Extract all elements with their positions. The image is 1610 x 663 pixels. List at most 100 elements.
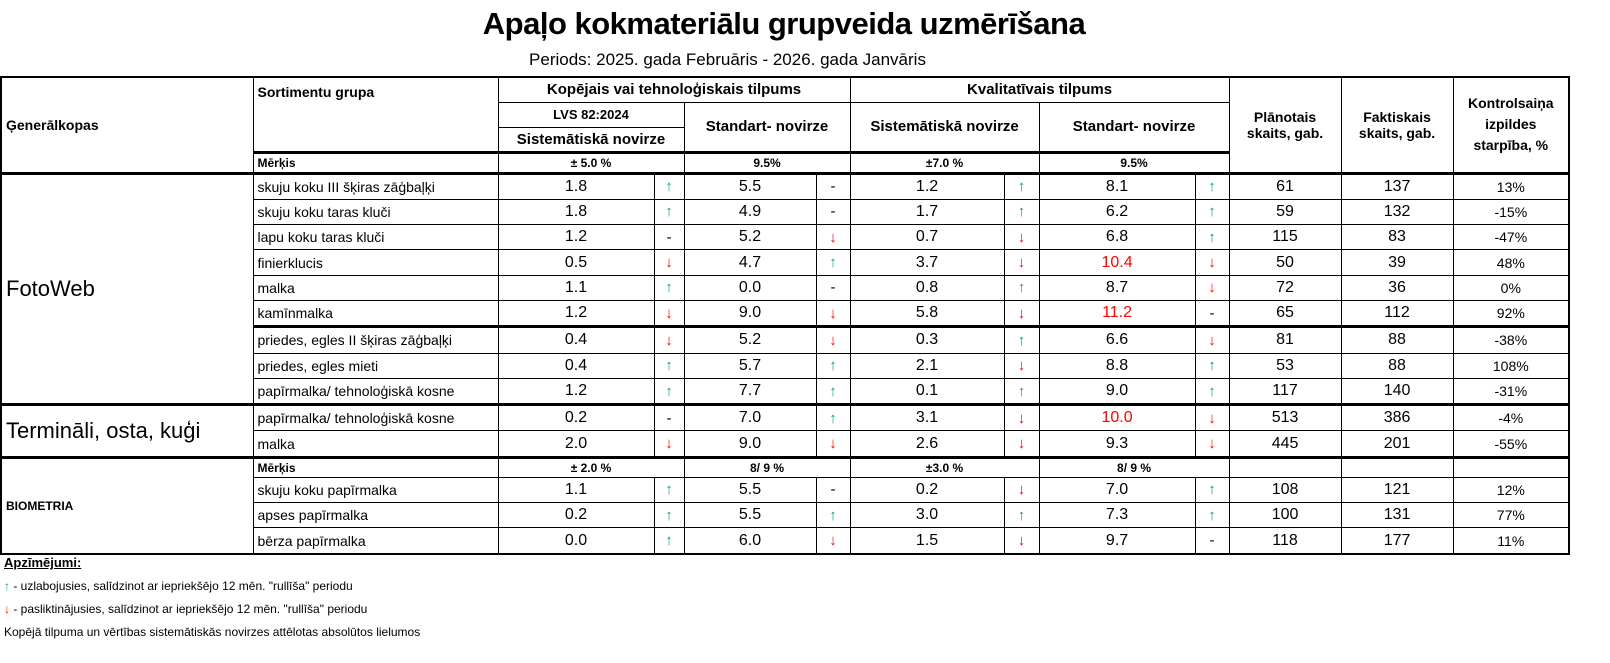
value-cell: 3.0 bbox=[849, 502, 1005, 529]
value-cell: 10.0 bbox=[1038, 403, 1196, 432]
arrow-down-icon: ↓ bbox=[4, 602, 10, 616]
value-cell: 0.2 bbox=[497, 403, 655, 432]
value-cell: 0.5 bbox=[497, 249, 655, 276]
arrow-down-icon: ↓ bbox=[653, 299, 685, 328]
value-cell: 7.7 bbox=[683, 377, 817, 406]
no-change-dash: - bbox=[653, 224, 685, 251]
sortiment-name: priedes, egles II šķiras zāģbaļķi bbox=[252, 325, 499, 354]
arrow-up-icon: ↑ bbox=[653, 377, 685, 406]
goal-label: Mērķis bbox=[252, 150, 499, 174]
header-kontrol: Kontrolsaiņa izpildes starpība, % bbox=[1452, 76, 1571, 174]
actual-count: 201 bbox=[1340, 430, 1454, 458]
page-title: Apaļo kokmateriālu grupveida uzmērīšana bbox=[482, 6, 1086, 41]
arrow-up-icon: ↑ bbox=[1194, 377, 1230, 406]
value-cell: 5.5 bbox=[683, 476, 817, 504]
value-cell: 1.2 bbox=[497, 299, 655, 328]
period-subtitle: Periods: 2025. gada Februāris - 2026. ga… bbox=[529, 50, 926, 69]
arrow-down-icon: ↓ bbox=[1003, 403, 1040, 432]
arrow-down-icon: ↓ bbox=[815, 299, 851, 328]
arrow-down-icon: ↓ bbox=[1194, 274, 1230, 301]
value-cell: 5.7 bbox=[683, 352, 817, 379]
arrow-up-icon: ↑ bbox=[815, 403, 851, 432]
no-change-dash: - bbox=[1194, 527, 1230, 555]
value-cell: 8.8 bbox=[1038, 352, 1196, 379]
value-cell: 7.0 bbox=[683, 403, 817, 432]
value-cell: 0.1 bbox=[849, 377, 1005, 406]
sortiment-name: kamīnmalka bbox=[252, 299, 499, 328]
actual-count: 121 bbox=[1340, 476, 1454, 504]
no-change-dash: - bbox=[815, 476, 851, 504]
legend-up-text: - uzlabojusies, salīdzinot ar iepriekšēj… bbox=[10, 579, 353, 593]
sortiment-name: bērza papīrmalka bbox=[252, 527, 499, 555]
control-difference: -38% bbox=[1452, 325, 1571, 354]
header-kvalitativais-tilpums: Kvalitatīvais tilpums bbox=[849, 76, 1230, 103]
goal-kop-sis: ± 2.0 % bbox=[497, 455, 685, 478]
header-sortimentu-grupa: Sortimentu grupa bbox=[252, 76, 499, 153]
goal-kop-std: 9.5% bbox=[683, 150, 851, 174]
value-cell: 11.2 bbox=[1038, 299, 1196, 328]
value-cell: 1.8 bbox=[497, 198, 655, 226]
arrow-up-icon: ↑ bbox=[815, 249, 851, 276]
actual-count: 112 bbox=[1340, 299, 1454, 328]
arrow-up-icon: ↑ bbox=[815, 352, 851, 379]
header-faktiskais: Faktiskais skaits, gab. bbox=[1340, 76, 1454, 174]
value-cell: 0.0 bbox=[497, 527, 655, 555]
arrow-down-icon: ↓ bbox=[653, 249, 685, 276]
group-name: Termināli, osta, kuģi bbox=[0, 403, 254, 458]
planned-count: 115 bbox=[1228, 224, 1342, 251]
arrow-down-icon: ↓ bbox=[1003, 249, 1040, 276]
no-change-dash: - bbox=[815, 198, 851, 226]
actual-count: 88 bbox=[1340, 352, 1454, 379]
sortiment-name: skuju koku III šķiras zāģbaļķi bbox=[252, 171, 499, 200]
sortiment-name: malka bbox=[252, 430, 499, 458]
measurement-table: Ģenerālkopas Sortimentu grupa Kopējais v… bbox=[0, 76, 1571, 555]
arrow-up-icon: ↑ bbox=[653, 352, 685, 379]
arrow-up-icon: ↑ bbox=[1194, 198, 1230, 226]
arrow-down-icon: ↓ bbox=[815, 430, 851, 458]
empty-cell bbox=[1228, 455, 1342, 478]
control-difference: -55% bbox=[1452, 430, 1571, 458]
value-cell: 5.2 bbox=[683, 224, 817, 251]
value-cell: 3.1 bbox=[849, 403, 1005, 432]
control-difference: -15% bbox=[1452, 198, 1571, 226]
no-change-dash: - bbox=[815, 274, 851, 301]
empty-cell bbox=[1452, 455, 1571, 478]
header-kv-standart: Standart- novirze bbox=[1038, 101, 1230, 153]
goal-kv-std: 8/ 9 % bbox=[1038, 455, 1230, 478]
value-cell: 1.2 bbox=[849, 171, 1005, 200]
table-row: malka 1.1 ↑ 0.0-0.8 ↑ 8.7 ↓ 72 36 0% bbox=[1, 274, 1571, 301]
value-cell: 7.3 bbox=[1038, 502, 1196, 529]
actual-count: 36 bbox=[1340, 274, 1454, 301]
value-cell: 0.4 bbox=[497, 325, 655, 354]
control-difference: 108% bbox=[1452, 352, 1571, 379]
arrow-down-icon: ↓ bbox=[815, 224, 851, 251]
group-name: FotoWeb bbox=[0, 171, 254, 406]
control-difference: -31% bbox=[1452, 377, 1571, 406]
sortiment-name: papīrmalka/ tehnoloģiskā kosne bbox=[252, 377, 499, 406]
sortiment-name: priedes, egles mieti bbox=[252, 352, 499, 379]
control-difference: -47% bbox=[1452, 224, 1571, 251]
control-difference: -4% bbox=[1452, 403, 1571, 432]
control-difference: 77% bbox=[1452, 502, 1571, 529]
legend-note: Kopējā tilpuma un vērtības sistemātiskās… bbox=[4, 625, 421, 639]
arrow-up-icon: ↑ bbox=[1194, 476, 1230, 504]
arrow-up-icon: ↑ bbox=[653, 171, 685, 200]
goal-kv-std: 9.5% bbox=[1038, 150, 1230, 174]
actual-count: 39 bbox=[1340, 249, 1454, 276]
arrow-up-icon: ↑ bbox=[653, 476, 685, 504]
control-difference: 13% bbox=[1452, 171, 1571, 200]
arrow-up-icon: ↑ bbox=[1003, 274, 1040, 301]
arrow-up-icon: ↑ bbox=[1003, 198, 1040, 226]
arrow-down-icon: ↓ bbox=[1003, 299, 1040, 328]
legend-down-text: - pasliktinājusies, salīdzinot ar ieprie… bbox=[10, 602, 368, 616]
arrow-down-icon: ↓ bbox=[815, 527, 851, 555]
group-name: BIOMETRIA bbox=[0, 455, 254, 555]
arrow-up-icon: ↑ bbox=[1003, 502, 1040, 529]
value-cell: 1.7 bbox=[849, 198, 1005, 226]
table-row: apses papīrmalka 0.2 ↑ 5.5 ↑ 3.0 ↑ 7.3 ↑ 100 131 77… bbox=[1, 502, 1571, 529]
table-row: skuju koku taras kluči 1.8 ↑ 4.9-1.7 ↑ 6.2 ↑ 59… bbox=[1, 198, 1571, 226]
value-cell: 2.6 bbox=[849, 430, 1005, 458]
planned-count: 50 bbox=[1228, 249, 1342, 276]
header-kop-sistematiska: Sistemātiskā novirze bbox=[497, 126, 685, 153]
table-row: FotoWeb skuju koku III šķiras zāģbaļķi 1.8… bbox=[0, 171, 1571, 406]
